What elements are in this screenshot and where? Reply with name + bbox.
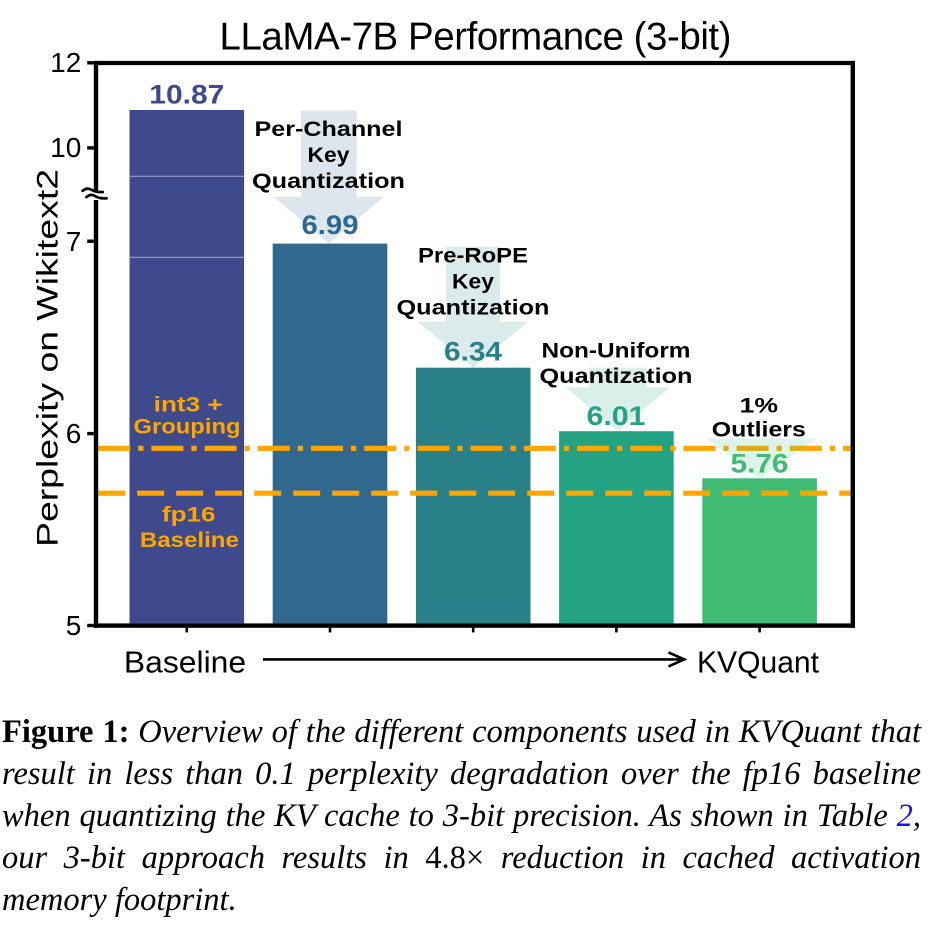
svg-text:7: 7 xyxy=(66,226,82,257)
svg-text:Quantization: Quantization xyxy=(252,170,405,193)
svg-text:10.87: 10.87 xyxy=(149,79,224,109)
svg-text:10: 10 xyxy=(50,132,81,163)
svg-text:1%: 1% xyxy=(740,395,779,418)
svg-text:Key: Key xyxy=(308,144,350,167)
svg-text:fp16: fp16 xyxy=(162,504,216,527)
svg-text:LLaMA-7B Performance (3-bit): LLaMA-7B Performance (3-bit) xyxy=(220,16,732,59)
svg-text:Baseline: Baseline xyxy=(140,528,239,552)
svg-text:6.34: 6.34 xyxy=(444,337,502,367)
svg-text:KVQuant: KVQuant xyxy=(697,645,819,680)
svg-text:6.99: 6.99 xyxy=(302,210,359,240)
svg-text:Per-Channel: Per-Channel xyxy=(255,118,403,141)
svg-text:Pre-RoPE: Pre-RoPE xyxy=(418,244,528,267)
svg-text:Non-Uniform: Non-Uniform xyxy=(542,339,691,362)
svg-text:Baseline: Baseline xyxy=(124,645,246,680)
svg-text:int3 +: int3 + xyxy=(154,393,223,416)
svg-text:Perplexity on Wikitext2: Perplexity on Wikitext2 xyxy=(32,169,65,547)
svg-text:12: 12 xyxy=(50,47,81,78)
svg-text:Grouping: Grouping xyxy=(134,415,241,438)
svg-text:6: 6 xyxy=(66,418,82,449)
svg-text:6.01: 6.01 xyxy=(587,401,646,431)
svg-text:5.76: 5.76 xyxy=(731,449,789,479)
svg-text:Quantization: Quantization xyxy=(397,296,550,319)
svg-text:5: 5 xyxy=(66,610,82,641)
svg-text:Quantization: Quantization xyxy=(540,365,693,388)
svg-text:Key: Key xyxy=(452,270,494,293)
svg-text:Outliers: Outliers xyxy=(712,419,806,442)
